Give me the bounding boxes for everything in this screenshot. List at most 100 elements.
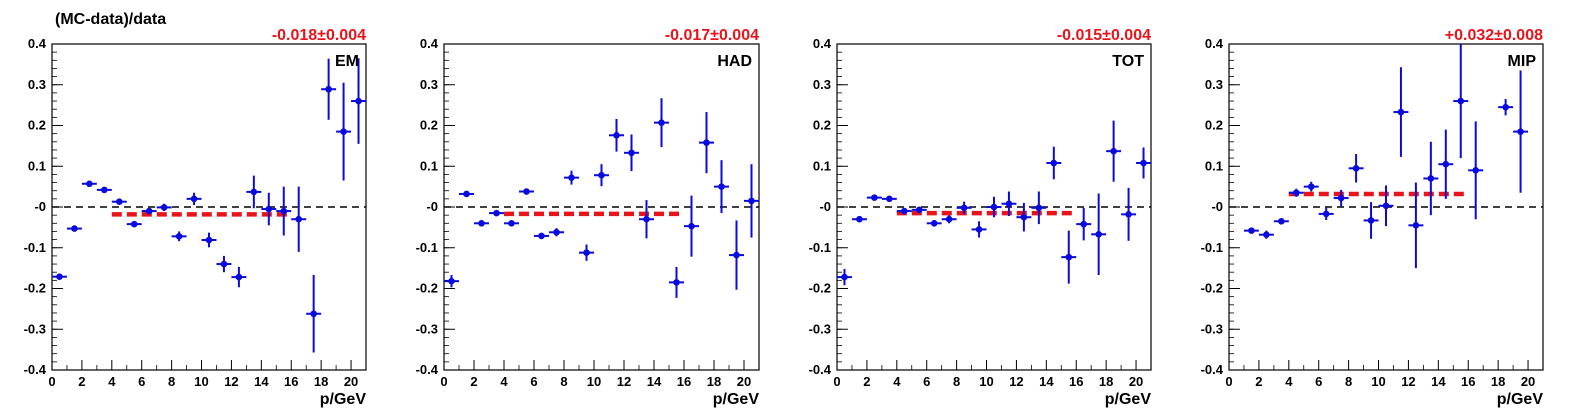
data-point	[444, 275, 459, 288]
x-tick-label: 18	[707, 374, 721, 389]
y-tick-label: 0.2	[420, 118, 438, 133]
point-marker	[355, 97, 362, 105]
point-marker	[478, 220, 485, 227]
point-marker	[1382, 202, 1390, 210]
point-marker	[538, 232, 545, 240]
data-point	[1333, 189, 1349, 207]
y-tick-label: -0.1	[809, 240, 831, 255]
point-marker	[673, 279, 680, 286]
y-tick-label: 0.2	[1205, 118, 1223, 133]
point-marker	[1125, 211, 1132, 218]
data-point	[1091, 193, 1107, 276]
y-tick-label: 0.1	[1205, 158, 1223, 173]
x-tick-label: 16	[677, 374, 691, 389]
data-point	[941, 215, 957, 224]
point-marker	[1140, 159, 1147, 167]
data-point	[1046, 146, 1062, 180]
point-marker	[628, 149, 635, 157]
x-tick-label: 8	[168, 374, 175, 389]
data-point	[1348, 154, 1364, 183]
x-tick-label: 12	[617, 374, 631, 389]
x-tick-label: 20	[344, 374, 358, 389]
x-tick-label: 18	[1491, 374, 1505, 389]
x-tick-label: 2	[1255, 374, 1262, 389]
data-point	[351, 58, 366, 144]
x-tick-label: 20	[1521, 374, 1535, 389]
data-point	[1061, 230, 1077, 284]
data-point	[1378, 185, 1394, 227]
point-marker	[886, 195, 893, 203]
panel-label: HAD	[717, 53, 752, 70]
point-marker	[1095, 231, 1102, 238]
data-point	[684, 195, 699, 257]
data-point	[881, 195, 897, 203]
data-point	[1136, 147, 1151, 179]
x-tick-label: 6	[1315, 374, 1322, 389]
data-point	[594, 164, 609, 187]
x-tick-label: 6	[530, 374, 537, 389]
data-point	[1438, 129, 1454, 199]
point-marker	[930, 220, 938, 227]
point-marker	[553, 228, 560, 236]
point-marker	[613, 131, 620, 139]
point-marker	[220, 260, 228, 268]
data-point	[534, 232, 549, 240]
point-marker	[175, 233, 183, 240]
data-point	[519, 188, 534, 195]
x-tick-label: 16	[284, 374, 298, 389]
point-marker	[1502, 103, 1509, 111]
x-tick-label: 4	[893, 374, 901, 389]
data-point	[1016, 202, 1032, 232]
x-axis-title: p/GeV	[1105, 391, 1152, 408]
data-point	[141, 207, 157, 215]
y-tick-label: -0.2	[416, 281, 438, 296]
y-tick-label: 0.4	[1205, 36, 1224, 51]
y-tick-label: -0.4	[24, 362, 47, 377]
y-tick-label: 0.3	[420, 77, 438, 92]
y-tick-label: -0.4	[809, 362, 832, 377]
data-point	[1288, 188, 1304, 197]
point-marker	[56, 273, 63, 280]
y-tick-label: -0	[34, 199, 46, 214]
y-tick-label: -0.2	[24, 281, 46, 296]
data-point	[1031, 191, 1047, 225]
data-point	[66, 225, 82, 232]
x-tick-label: 8	[560, 374, 567, 389]
y-axis-title: (MC-data)/data	[55, 11, 166, 28]
y-tick-label: 0.1	[420, 158, 438, 173]
point-marker	[190, 195, 198, 203]
point-marker	[1065, 253, 1073, 261]
fit-result-label: +0.032±0.008	[1445, 27, 1543, 44]
data-point	[579, 244, 594, 261]
y-tick-label: -0.3	[24, 321, 46, 336]
point-marker	[1457, 97, 1465, 105]
y-tick-label: 0.4	[28, 36, 47, 51]
point-marker	[145, 207, 153, 215]
point-marker	[688, 222, 695, 230]
y-tick-label: 0.3	[813, 77, 831, 92]
x-tick-label: 10	[1371, 374, 1385, 389]
data-point	[609, 118, 624, 152]
data-point	[837, 268, 852, 286]
data-point	[744, 164, 759, 238]
x-tick-label: 0	[1225, 374, 1232, 389]
point-marker	[265, 205, 273, 213]
x-tick-label: 18	[314, 374, 328, 389]
x-tick-label: 8	[1345, 374, 1352, 389]
point-marker	[1035, 204, 1043, 212]
point-marker	[1292, 189, 1300, 197]
data-point	[1273, 217, 1289, 225]
x-tick-label: 0	[440, 374, 447, 389]
data-point	[1393, 67, 1409, 157]
data-point	[321, 58, 337, 120]
point-marker	[1005, 200, 1013, 208]
data-point	[261, 192, 277, 226]
x-tick-label: 0	[48, 374, 55, 389]
y-tick-label: -0	[426, 199, 438, 214]
data-point	[699, 112, 714, 174]
point-marker	[1427, 175, 1435, 182]
data-point	[564, 170, 579, 185]
data-point	[1468, 121, 1484, 220]
x-tick-label: 12	[1401, 374, 1415, 389]
data-point	[474, 220, 489, 227]
